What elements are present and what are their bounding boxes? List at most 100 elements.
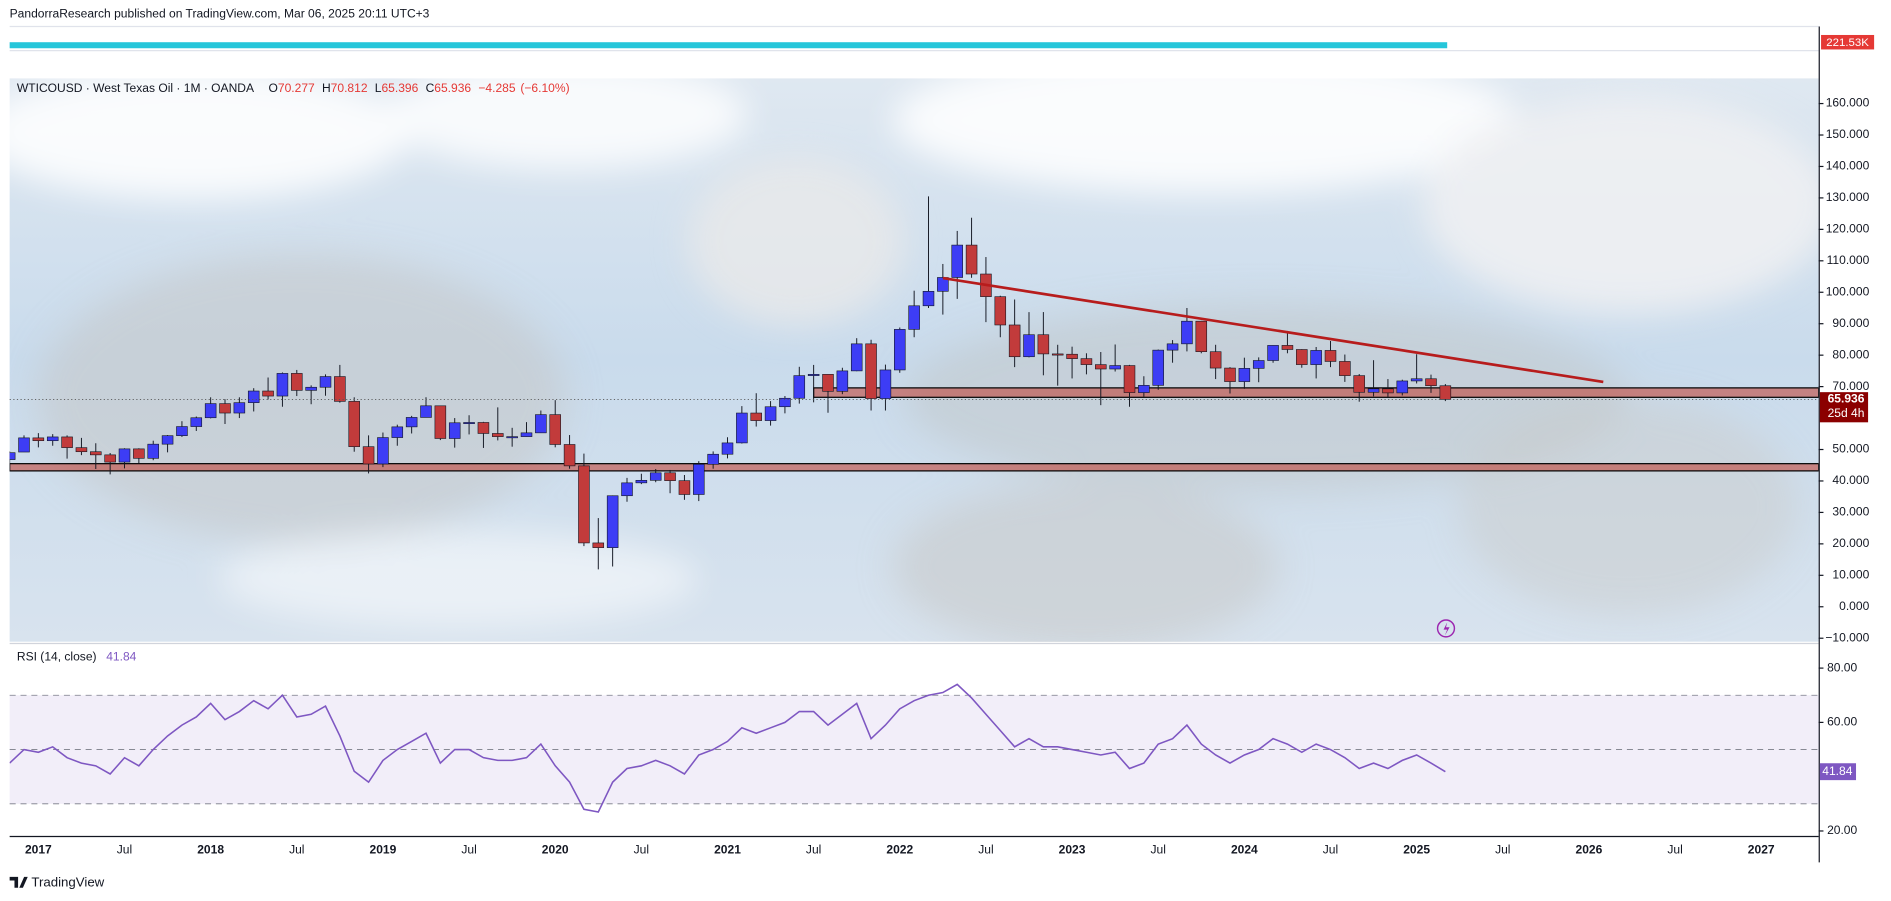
candle-body [693, 463, 705, 495]
candle-body [621, 482, 633, 497]
legend-key: L [375, 81, 382, 95]
candle-body [1195, 320, 1208, 353]
candle-body [850, 343, 863, 372]
candle-body [520, 432, 533, 437]
candle-body [1152, 349, 1164, 386]
candle-body [951, 244, 963, 278]
candle-body [807, 374, 820, 376]
candle-body [362, 446, 375, 465]
volume-label: 221.53K [1826, 37, 1869, 49]
candle-body [1037, 334, 1050, 355]
candle-body [1296, 349, 1308, 365]
x-tick-label: Jul [634, 843, 649, 857]
y-tick-label: 130.000 [1826, 190, 1870, 204]
y-tick-label: 70.000 [1832, 379, 1869, 393]
candle-body [1267, 345, 1279, 361]
y-tick-label: 80.00 [1827, 660, 1857, 674]
candle-body [75, 447, 88, 453]
candle-body [535, 414, 547, 434]
x-tick-label: 2025 [1403, 843, 1430, 857]
rsi-value-label: 41.84 [1822, 764, 1852, 778]
candle-body [1324, 350, 1337, 362]
candle-body [879, 369, 892, 399]
candle-body [176, 426, 188, 436]
event-marker[interactable] [1436, 619, 1456, 638]
candle-body [606, 495, 619, 548]
y-tick-label: 90.000 [1832, 316, 1869, 330]
last-price-box [1819, 392, 1869, 423]
candle-body [1181, 320, 1193, 345]
x-tick-label: 2024 [1231, 843, 1258, 857]
x-tick-label: 2020 [542, 843, 569, 857]
candle-body [204, 403, 217, 419]
candle-body [334, 376, 346, 402]
candle-body [1080, 358, 1093, 365]
legend-value: 70.277 [278, 81, 315, 95]
candle-body [1252, 360, 1265, 369]
x-tick-label: Jul [978, 843, 993, 857]
candle-body [32, 437, 45, 442]
candle-body [1008, 324, 1021, 358]
candle-body [448, 422, 461, 439]
rsi-value-box [1819, 763, 1857, 781]
candle-body [9, 452, 16, 460]
candle-body [793, 375, 806, 399]
candle-body [635, 480, 648, 484]
candle-body [1095, 364, 1107, 370]
candle-body [1238, 368, 1251, 382]
legend-change-pct: (−6.10%) [520, 81, 569, 95]
candle-body [721, 442, 734, 455]
rsi-title: RSI (14, close) [17, 650, 97, 664]
candle-body [649, 472, 662, 481]
rsi-legend: RSI (14, close) 41.84 [17, 650, 137, 664]
candle-body [894, 329, 906, 371]
legend-key: C [426, 81, 435, 95]
y-tick-label: 120.000 [1826, 222, 1870, 236]
footer-logo [9, 876, 28, 888]
candle-body [1209, 351, 1222, 369]
candle-body [420, 405, 432, 418]
rsi-line [9, 683, 1446, 813]
y-tick-label: 10.000 [1832, 568, 1869, 582]
candle-body [664, 472, 676, 481]
y-tick-label: 40.000 [1832, 473, 1869, 487]
candle-body [118, 448, 131, 463]
candle-body [736, 412, 748, 444]
y-tick-label: 20.00 [1827, 823, 1857, 837]
x-tick-label: 2023 [1059, 843, 1086, 857]
candle-body [1439, 385, 1452, 400]
last-price-label: 65.936 [1828, 392, 1865, 406]
candle-body [764, 406, 777, 421]
candle-body [262, 390, 274, 397]
y-tick-label: 150.000 [1826, 127, 1870, 141]
event-icon [1443, 622, 1450, 636]
legend-value: 70.812 [331, 81, 368, 95]
candle-body [1410, 378, 1423, 382]
candle-body [994, 296, 1007, 326]
candle-body [1382, 388, 1394, 394]
candle-body [1166, 343, 1179, 351]
x-tick-label: Jul [117, 843, 132, 857]
map-background [9, 78, 1819, 642]
candle-body [219, 403, 231, 414]
x-tick-label: 2019 [370, 843, 397, 857]
candle-body [391, 426, 404, 438]
candle-body [1109, 365, 1121, 370]
x-tick-label: 2026 [1576, 843, 1603, 857]
candle-body [1023, 334, 1035, 358]
legend-value: 65.396 [381, 81, 418, 95]
candle-body [247, 390, 260, 403]
y-tick-label: 20.000 [1832, 536, 1869, 550]
y-tick-label: 140.000 [1826, 159, 1870, 173]
candle-body [707, 453, 719, 465]
candle-body [1066, 353, 1078, 359]
legend-title: WTICOUSD · West Texas Oil · 1M · OANDA [17, 81, 255, 95]
candles-layer [9, 196, 1819, 570]
x-tick-label: Jul [1151, 843, 1166, 857]
candle-body [276, 373, 289, 397]
candle-body [319, 376, 332, 388]
legend-change: −4.285 [478, 81, 515, 95]
y-tick-label: 100.000 [1826, 284, 1870, 298]
candle-body [377, 437, 389, 465]
